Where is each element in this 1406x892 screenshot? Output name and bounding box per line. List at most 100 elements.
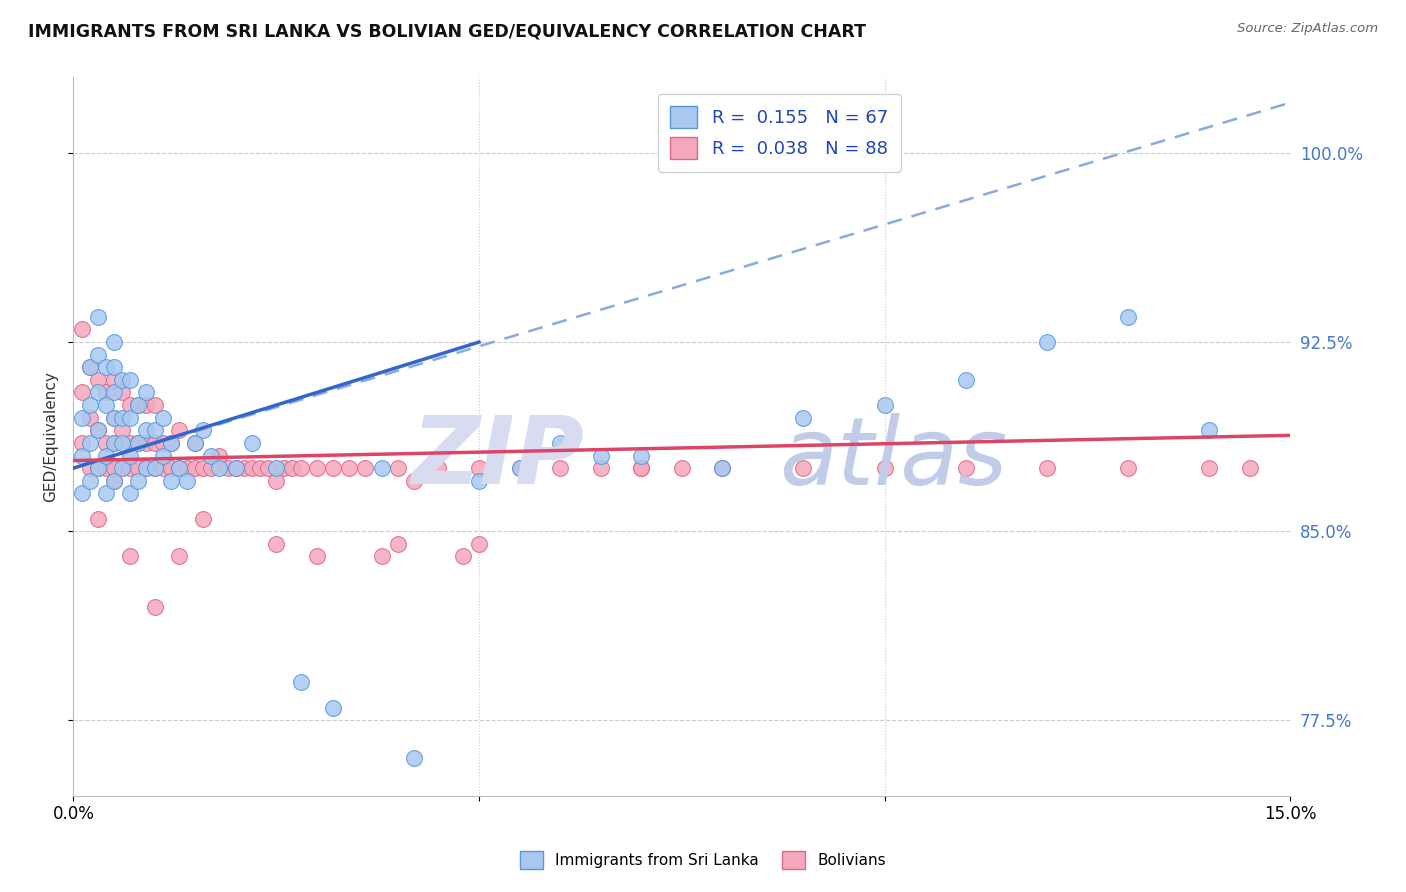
Point	[135, 398, 157, 412]
Point	[127, 436, 149, 450]
Point	[103, 410, 125, 425]
Point	[94, 385, 117, 400]
Point	[87, 423, 110, 437]
Point	[103, 474, 125, 488]
Point	[1036, 335, 1059, 350]
Point	[548, 436, 571, 450]
Point	[70, 322, 93, 336]
Point	[322, 461, 344, 475]
Point	[273, 461, 295, 475]
Point	[589, 461, 612, 475]
Point	[87, 348, 110, 362]
Point	[193, 511, 215, 525]
Point	[305, 461, 328, 475]
Point	[468, 537, 491, 551]
Point	[127, 436, 149, 450]
Point	[225, 461, 247, 475]
Y-axis label: GED/Equivalency: GED/Equivalency	[44, 371, 58, 502]
Point	[103, 474, 125, 488]
Point	[264, 461, 287, 475]
Point	[240, 436, 263, 450]
Point	[79, 461, 101, 475]
Point	[1036, 461, 1059, 475]
Point	[127, 474, 149, 488]
Legend: Immigrants from Sri Lanka, Bolivians: Immigrants from Sri Lanka, Bolivians	[515, 845, 891, 875]
Point	[955, 373, 977, 387]
Text: ZIP: ZIP	[412, 412, 585, 504]
Point	[103, 436, 125, 450]
Point	[143, 436, 166, 450]
Point	[370, 549, 392, 564]
Point	[79, 410, 101, 425]
Point	[159, 436, 181, 450]
Text: Source: ZipAtlas.com: Source: ZipAtlas.com	[1237, 22, 1378, 36]
Point	[103, 410, 125, 425]
Point	[337, 461, 360, 475]
Point	[79, 474, 101, 488]
Point	[87, 385, 110, 400]
Point	[387, 537, 409, 551]
Legend: R =  0.155   N = 67, R =  0.038   N = 88: R = 0.155 N = 67, R = 0.038 N = 88	[658, 94, 901, 172]
Point	[1116, 461, 1139, 475]
Text: atlas: atlas	[779, 413, 1007, 504]
Point	[792, 410, 814, 425]
Point	[200, 449, 222, 463]
Point	[70, 436, 93, 450]
Point	[70, 385, 93, 400]
Point	[159, 436, 181, 450]
Point	[79, 436, 101, 450]
Point	[225, 461, 247, 475]
Point	[120, 398, 142, 412]
Point	[87, 461, 110, 475]
Point	[184, 436, 207, 450]
Point	[167, 549, 190, 564]
Point	[305, 549, 328, 564]
Text: IMMIGRANTS FROM SRI LANKA VS BOLIVIAN GED/EQUIVALENCY CORRELATION CHART: IMMIGRANTS FROM SRI LANKA VS BOLIVIAN GE…	[28, 22, 866, 40]
Point	[143, 423, 166, 437]
Point	[468, 474, 491, 488]
Point	[152, 410, 174, 425]
Point	[167, 461, 190, 475]
Point	[217, 461, 239, 475]
Point	[1116, 310, 1139, 324]
Point	[468, 461, 491, 475]
Point	[94, 436, 117, 450]
Point	[240, 461, 263, 475]
Point	[143, 461, 166, 475]
Point	[370, 461, 392, 475]
Point	[232, 461, 254, 475]
Point	[176, 461, 198, 475]
Point	[630, 449, 652, 463]
Point	[87, 511, 110, 525]
Point	[290, 461, 312, 475]
Point	[135, 436, 157, 450]
Point	[152, 436, 174, 450]
Point	[548, 461, 571, 475]
Point	[955, 461, 977, 475]
Point	[208, 449, 231, 463]
Point	[176, 474, 198, 488]
Point	[135, 385, 157, 400]
Point	[167, 461, 190, 475]
Point	[135, 461, 157, 475]
Point	[111, 461, 134, 475]
Point	[103, 461, 125, 475]
Point	[354, 461, 377, 475]
Point	[87, 310, 110, 324]
Point	[79, 360, 101, 375]
Point	[322, 700, 344, 714]
Point	[120, 549, 142, 564]
Point	[111, 461, 134, 475]
Point	[135, 423, 157, 437]
Point	[120, 373, 142, 387]
Point	[94, 398, 117, 412]
Point	[264, 474, 287, 488]
Point	[711, 461, 734, 475]
Point	[152, 449, 174, 463]
Point	[94, 360, 117, 375]
Point	[387, 461, 409, 475]
Point	[103, 385, 125, 400]
Point	[70, 410, 93, 425]
Point	[184, 436, 207, 450]
Point	[111, 373, 134, 387]
